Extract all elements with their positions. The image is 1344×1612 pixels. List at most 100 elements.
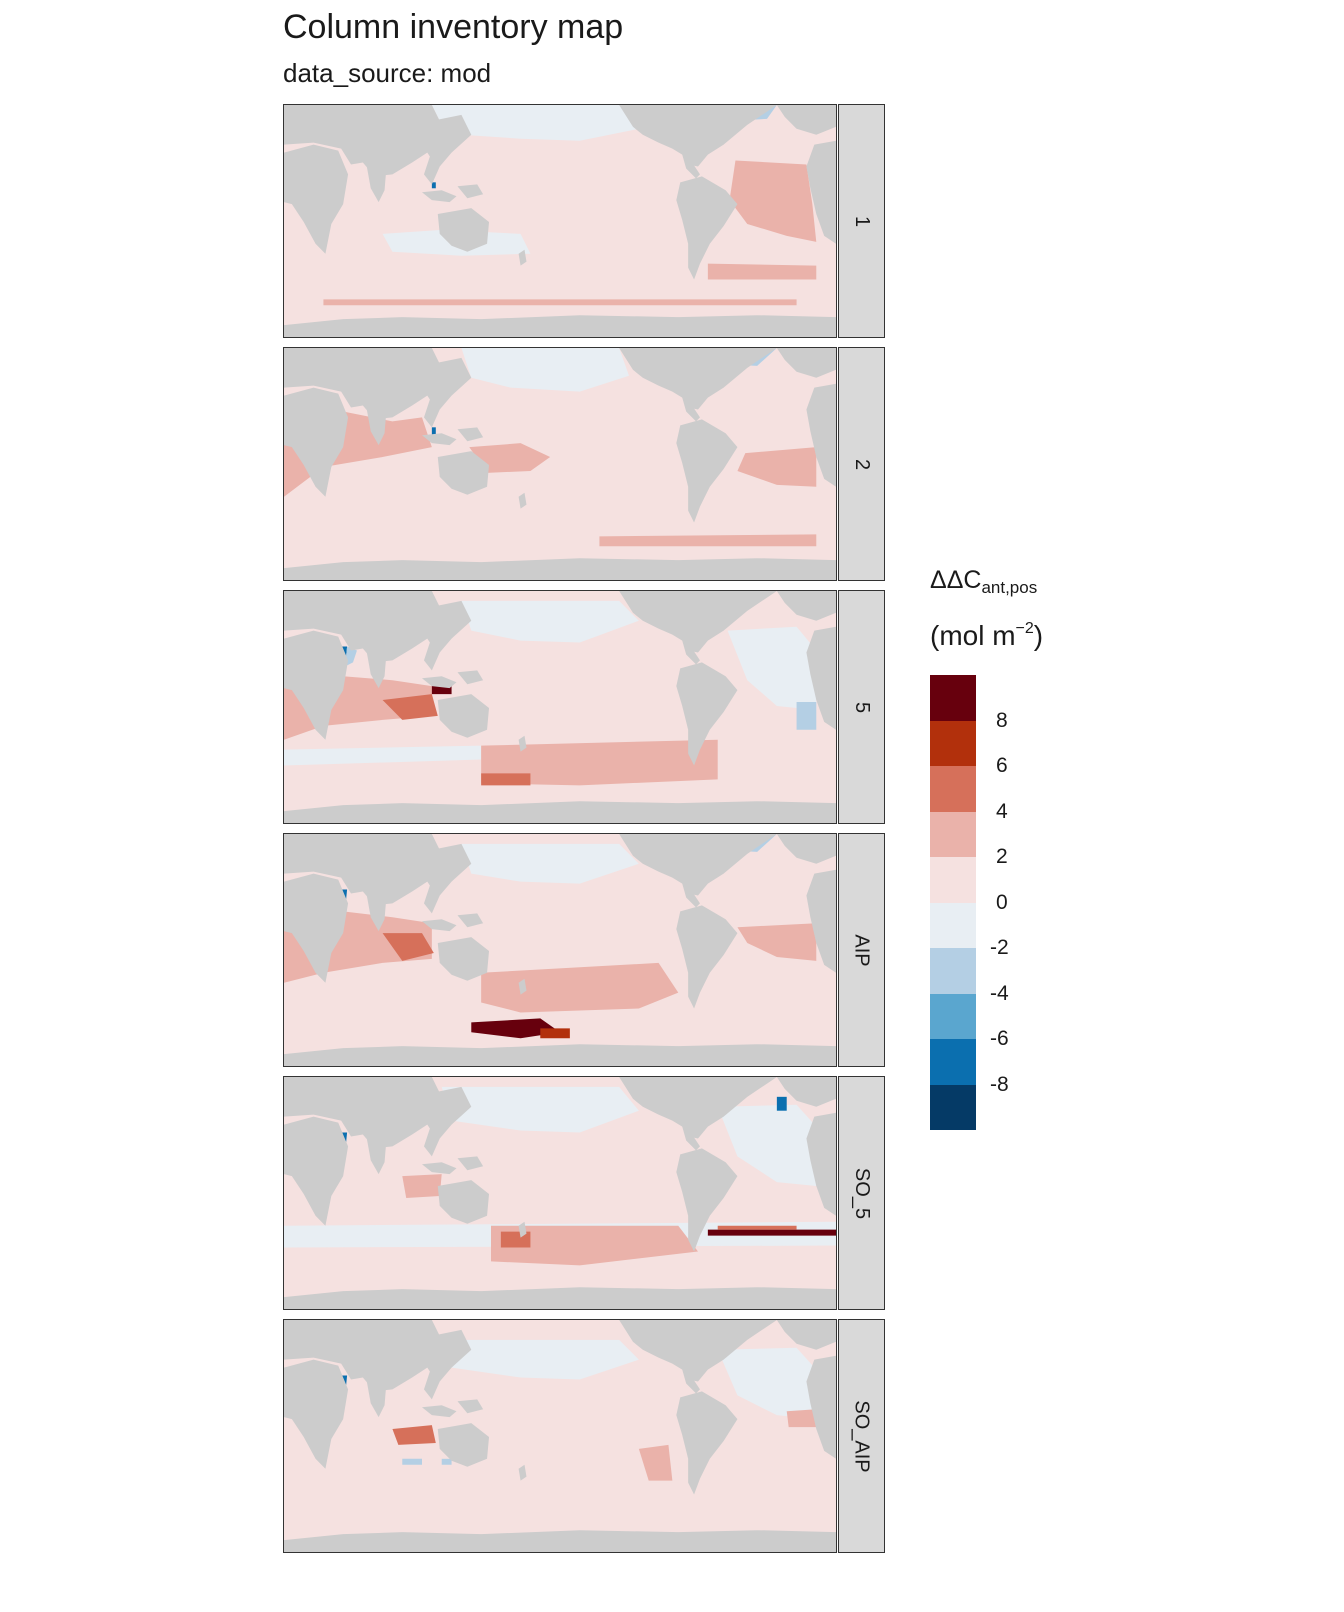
map-graphic bbox=[284, 591, 836, 823]
legend-tick-label: -8 bbox=[990, 1072, 1009, 1096]
inventory-region bbox=[441, 1086, 639, 1133]
land-mass bbox=[284, 1077, 442, 1149]
land-mass bbox=[422, 433, 457, 446]
land-mass bbox=[682, 883, 700, 908]
inventory-region bbox=[707, 1229, 836, 1236]
legend-swatch bbox=[930, 993, 976, 1039]
inventory-region bbox=[727, 626, 817, 710]
inventory-region bbox=[599, 534, 817, 547]
facet-strip: SO_5 bbox=[838, 1076, 885, 1310]
land-mass bbox=[682, 1369, 700, 1394]
inventory-region bbox=[323, 299, 797, 306]
land-mass bbox=[806, 383, 836, 487]
land-mass bbox=[518, 735, 527, 752]
land-mass bbox=[284, 387, 349, 497]
land-mass bbox=[422, 190, 457, 203]
land-mass bbox=[619, 834, 777, 896]
inventory-region bbox=[471, 1018, 560, 1039]
facet-panel: 1 bbox=[283, 104, 885, 338]
facet-label: 1 bbox=[851, 215, 873, 227]
facet-panel: AIP bbox=[283, 833, 885, 1067]
facet-panel: SO_5 bbox=[283, 1076, 885, 1310]
land-mass bbox=[437, 1423, 490, 1467]
inventory-region bbox=[717, 1347, 817, 1420]
land-mass bbox=[682, 640, 700, 665]
plot-subtitle: data_source: mod bbox=[283, 58, 492, 88]
land-mass bbox=[676, 176, 738, 280]
inventory-region bbox=[540, 1028, 570, 1039]
land-mass bbox=[437, 937, 490, 981]
land-mass bbox=[776, 834, 836, 864]
land-mass bbox=[284, 630, 349, 740]
facet-label: 5 bbox=[851, 701, 873, 713]
facet-panel: 2 bbox=[283, 347, 885, 581]
legend-tick-label: -2 bbox=[990, 936, 1009, 959]
land-mass bbox=[457, 427, 484, 442]
facet-strip: 2 bbox=[838, 347, 885, 581]
map-graphic bbox=[284, 1077, 836, 1309]
land-mass bbox=[457, 1399, 484, 1414]
inventory-region bbox=[402, 1174, 442, 1198]
land-mass bbox=[366, 895, 387, 932]
inventory-region bbox=[382, 694, 438, 720]
land-mass bbox=[412, 357, 472, 428]
land-mass bbox=[284, 801, 836, 823]
inventory-region bbox=[392, 1425, 436, 1445]
inventory-region bbox=[431, 427, 436, 436]
legend-swatch bbox=[930, 857, 976, 903]
land-mass bbox=[676, 1148, 738, 1252]
land-mass bbox=[619, 591, 777, 653]
legend-colorbar bbox=[930, 675, 976, 1130]
land-mass bbox=[682, 154, 700, 179]
land-mass bbox=[284, 1359, 349, 1469]
land-mass bbox=[437, 694, 490, 738]
land-mass bbox=[776, 591, 836, 621]
land-mass bbox=[366, 166, 387, 203]
land-mass bbox=[806, 140, 836, 244]
land-mass bbox=[412, 114, 472, 185]
inventory-region bbox=[345, 646, 357, 667]
land-mass bbox=[806, 869, 836, 973]
land-mass bbox=[412, 1086, 472, 1157]
inventory-region bbox=[469, 443, 551, 473]
map-panel bbox=[283, 104, 837, 338]
land-mass bbox=[366, 652, 387, 689]
inventory-region bbox=[441, 1339, 639, 1380]
map-panel bbox=[283, 1076, 837, 1310]
inventory-region bbox=[737, 923, 817, 961]
land-mass bbox=[284, 315, 836, 337]
inventory-region bbox=[402, 1458, 422, 1465]
land-mass bbox=[284, 105, 442, 177]
land-mass bbox=[457, 913, 484, 928]
map-graphic bbox=[284, 834, 836, 1066]
inventory-region bbox=[284, 745, 482, 766]
land-mass bbox=[682, 1126, 700, 1151]
land-mass bbox=[619, 105, 777, 167]
inventory-region bbox=[461, 348, 629, 392]
land-mass bbox=[437, 1180, 490, 1224]
legend-swatch bbox=[930, 1039, 976, 1085]
inventory-region bbox=[431, 182, 436, 189]
land-mass bbox=[776, 1077, 836, 1107]
inventory-region bbox=[729, 160, 817, 242]
land-mass bbox=[518, 492, 527, 509]
land-mass bbox=[284, 1287, 836, 1309]
legend-swatch bbox=[930, 720, 976, 766]
legend-tick-label: 2 bbox=[996, 845, 1008, 868]
map-panel bbox=[283, 1319, 837, 1553]
land-mass bbox=[284, 873, 349, 983]
land-mass bbox=[284, 1116, 349, 1226]
facet-strip: AIP bbox=[838, 833, 885, 1067]
legend-tick-label: 4 bbox=[996, 799, 1008, 823]
land-mass bbox=[676, 419, 738, 523]
inventory-region bbox=[717, 1104, 817, 1187]
legend-swatch bbox=[930, 675, 976, 721]
legend-tick-label: -6 bbox=[990, 1027, 1009, 1050]
land-mass bbox=[284, 144, 349, 254]
legend-tick-label: 6 bbox=[996, 754, 1008, 777]
inventory-region bbox=[431, 105, 639, 141]
inventory-region bbox=[461, 600, 639, 643]
land-mass bbox=[806, 626, 836, 730]
land-mass bbox=[366, 409, 387, 446]
land-mass bbox=[412, 1329, 472, 1400]
